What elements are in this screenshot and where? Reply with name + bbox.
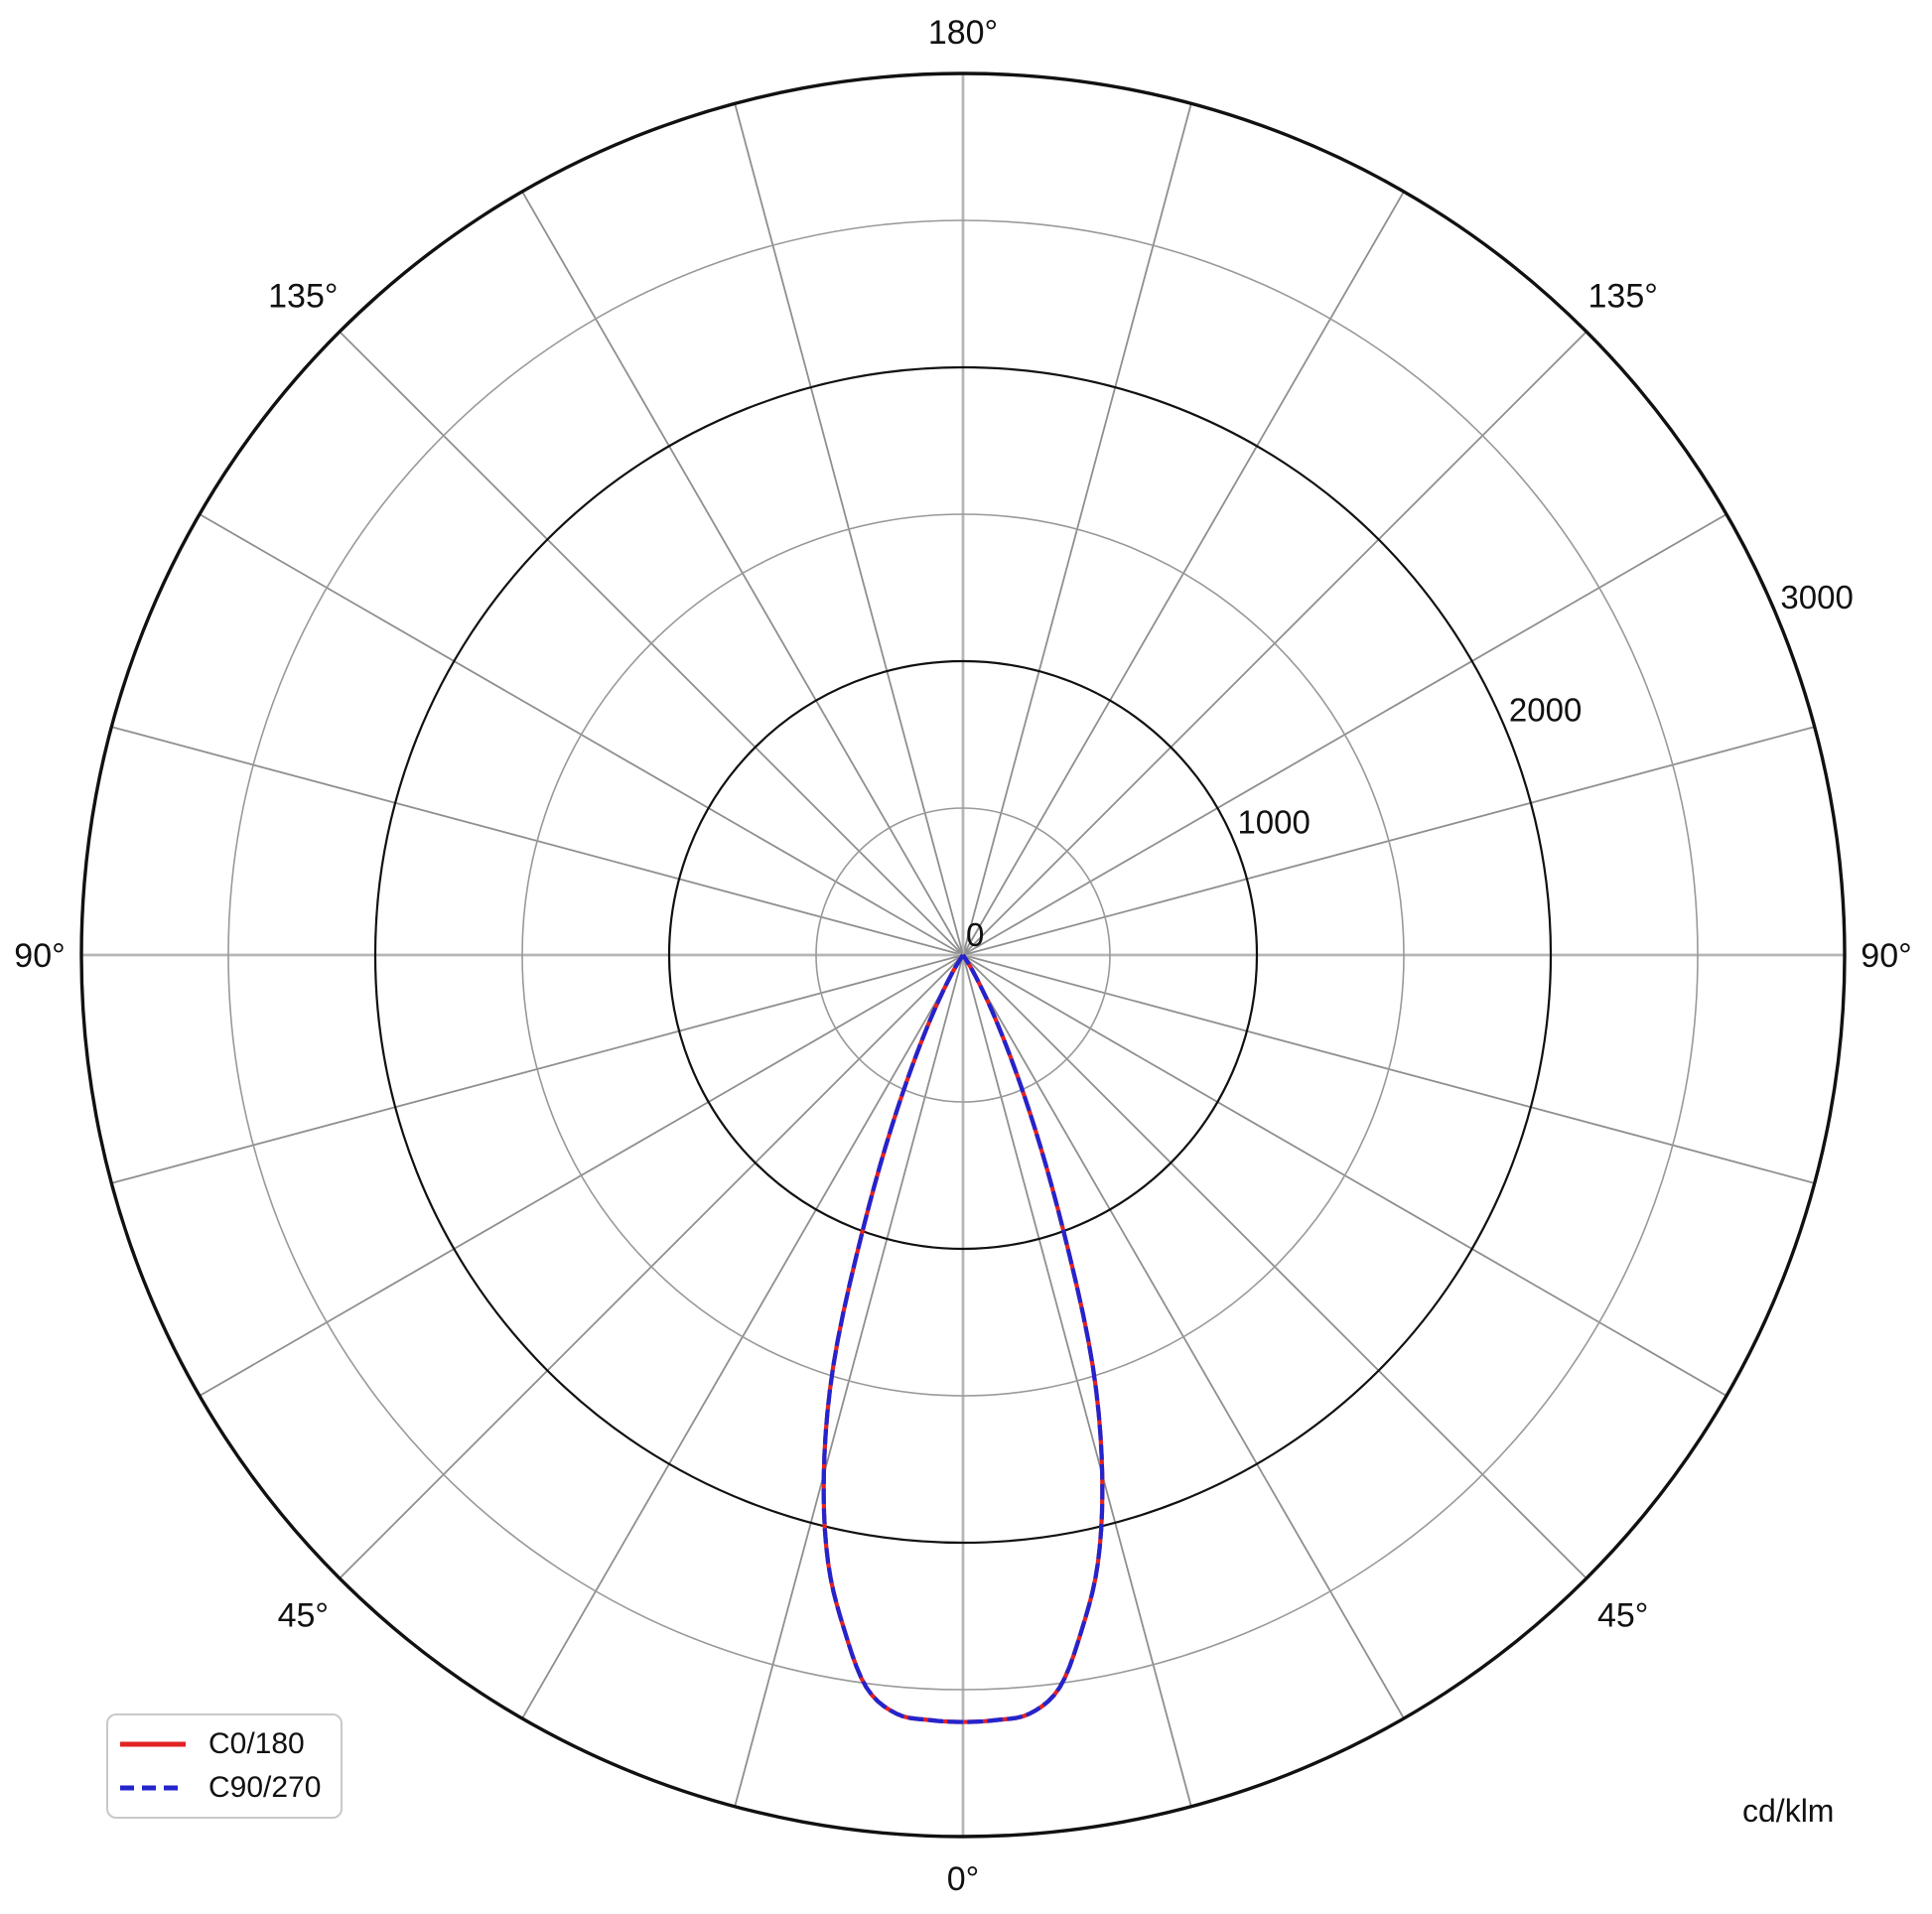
legend-item-c0-180: C0/180: [118, 1722, 331, 1766]
r-ring-minor: [521, 513, 1405, 1397]
r-ring-outer: [79, 71, 1847, 1839]
angle-tick-label: 0°: [947, 1860, 980, 1898]
angle-tick-label: 135°: [1588, 277, 1658, 315]
angle-tick-label: 90°: [1861, 937, 1911, 975]
legend: C0/180 C90/270: [106, 1713, 343, 1819]
legend-label-c0-180: C0/180: [208, 1727, 305, 1760]
r-tick-label: 0: [966, 916, 984, 953]
legend-item-c90-270: C90/270: [118, 1766, 331, 1810]
angle-tick-label: 180°: [928, 14, 998, 52]
r-ring-major: [667, 659, 1259, 1251]
r-ring-major: [373, 365, 1553, 1545]
angle-tick-label: 135°: [268, 277, 338, 315]
curve-c90-270: [821, 953, 1105, 1724]
r-tick-label: 3000: [1780, 579, 1853, 615]
r-ring-minor: [227, 219, 1699, 1691]
angle-tick-label: 45°: [1597, 1597, 1648, 1635]
r-tick-label: 2000: [1509, 691, 1582, 728]
r-tick-label: 1000: [1237, 804, 1310, 841]
legend-line-dashed-icon: [120, 1785, 186, 1791]
r-ring-minor: [815, 807, 1111, 1103]
angle-tick-label: 90°: [14, 937, 65, 975]
legend-label-c90-270: C90/270: [208, 1771, 322, 1804]
angle-tick-label: 45°: [278, 1597, 329, 1635]
unit-label: cd/klm: [1742, 1793, 1835, 1829]
legend-line-solid-icon: [120, 1741, 186, 1747]
